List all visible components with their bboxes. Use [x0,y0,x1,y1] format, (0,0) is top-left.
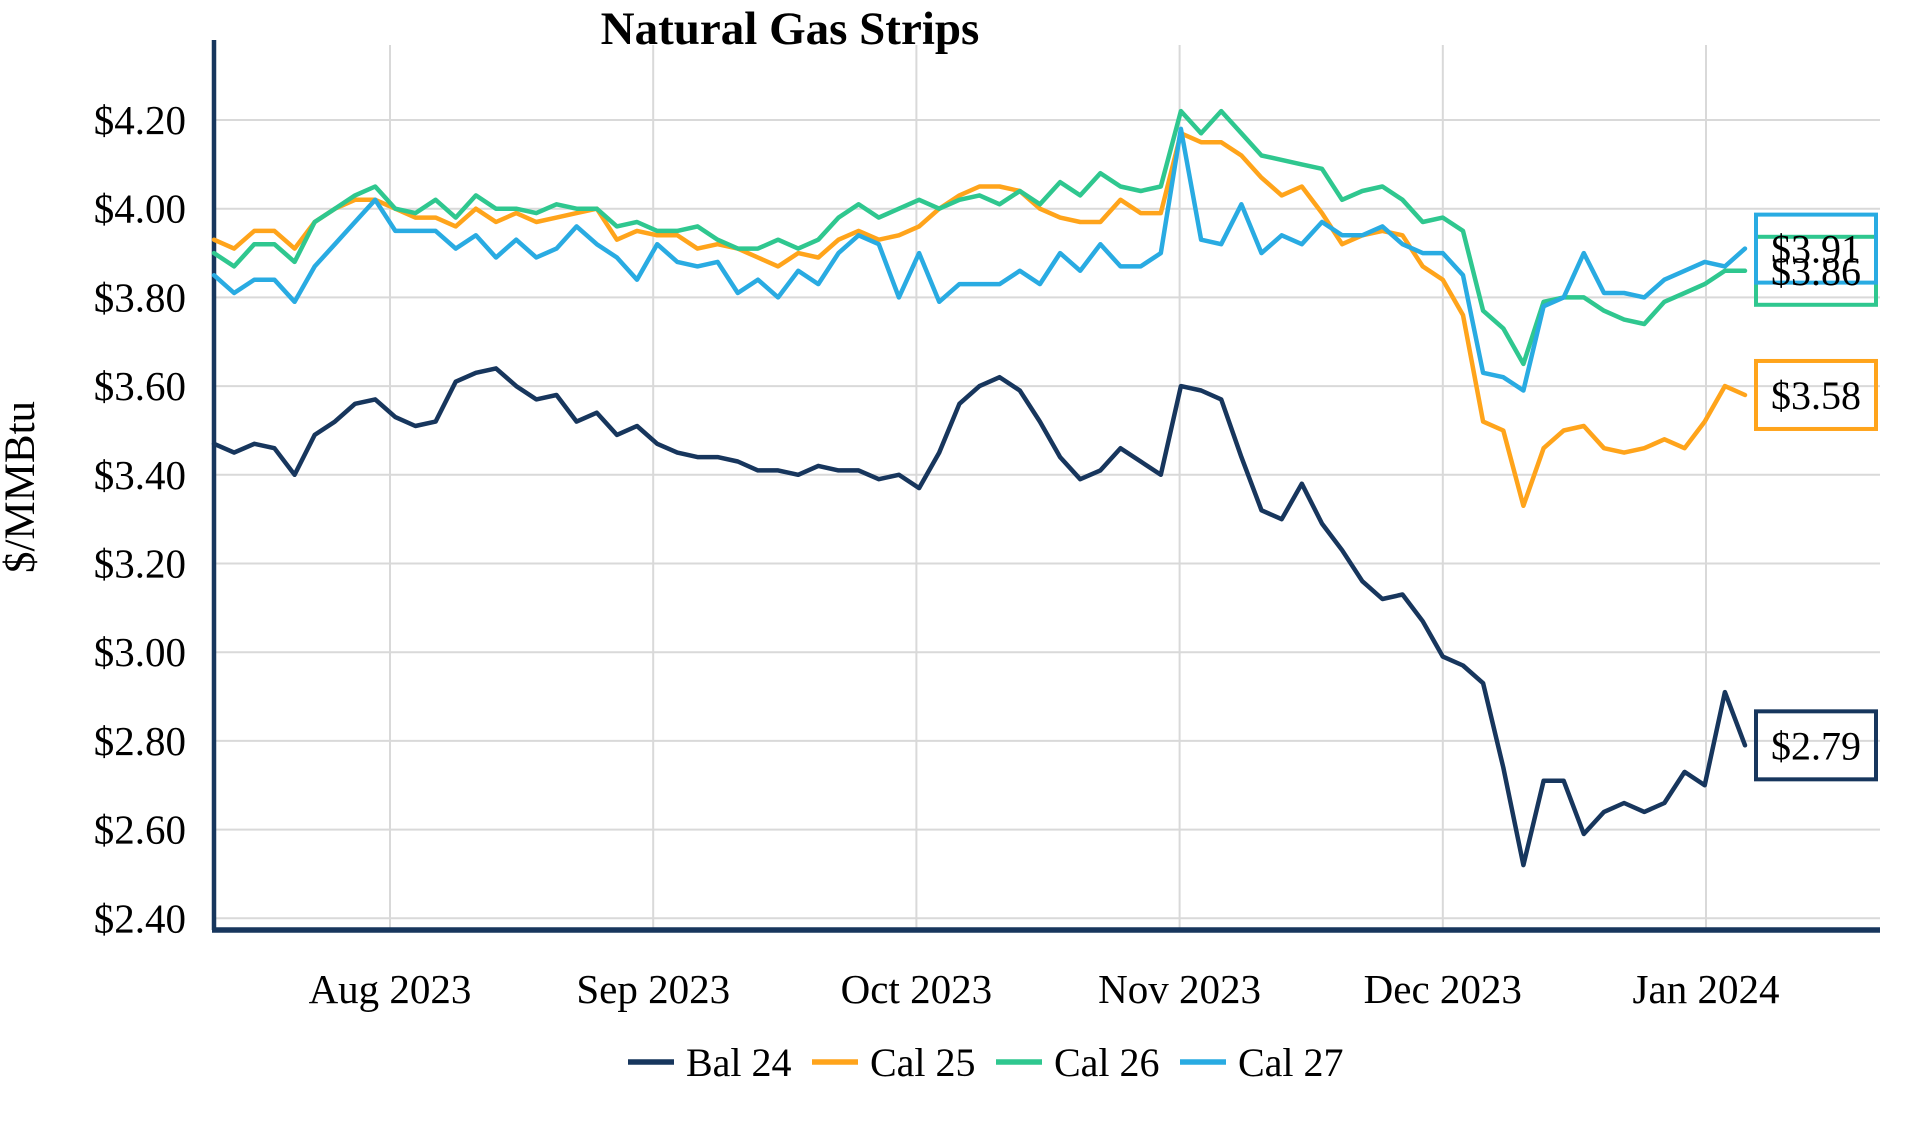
x-tick-label: Nov 2023 [1098,966,1261,1012]
series-line-cal-25 [211,131,1748,509]
tick-layer: $4.20 $4.00 $3.80 $3.60 $3.40 $3.20 $3.00 $2.80… [94,97,1780,1012]
y-tick-label: $2.80 [94,718,186,764]
y-axis-title: $/MMBtu [0,401,44,573]
legend-label-cal-26: Cal 26 [1054,1040,1160,1085]
y-tick-label: $2.40 [94,895,186,941]
y-tick-label: $3.60 [94,363,186,409]
axis-layer [211,40,1880,933]
y-tick-label: $3.40 [94,452,186,498]
y-tick-label: $3.00 [94,629,186,675]
y-tick-label: $4.20 [94,97,186,143]
y-tick-label: $4.00 [94,186,186,232]
annotation-layer: $2.79 $3.58 $3.86$3.91 [1754,212,1878,782]
end-label-box-cal-25 [1754,358,1878,431]
y-tick-label: $3.20 [94,541,186,587]
end-label-box-cal-27 [1754,212,1878,285]
series-line-bal-24 [211,366,1748,868]
end-label-text-cal-27: $3.91 [1771,227,1861,272]
x-tick-label: Oct 2023 [841,966,992,1012]
grid-layer [214,45,1880,930]
end-label-box-bal-24 [1754,709,1878,782]
y-tick-label: $2.60 [94,807,186,853]
x-tick-label: Jan 2024 [1633,966,1780,1012]
legend-label-cal-27: Cal 27 [1238,1040,1344,1085]
series-line-cal-26 [211,108,1748,367]
y-tick-label: $3.80 [94,274,186,320]
legend-item-cal-26: Cal 26 [996,1040,1160,1085]
legend-label-bal-24: Bal 24 [686,1040,792,1085]
chart-title: Natural Gas Strips [601,3,980,55]
legend-item-cal-27: Cal 27 [1180,1040,1344,1085]
legend-item-cal-25: Cal 25 [812,1040,976,1085]
series-layer [211,108,1748,868]
end-label-text-cal-25: $3.58 [1771,373,1861,418]
end-label-text-cal-26: $3.86 [1771,249,1861,294]
legend-item-bal-24: Bal 24 [628,1040,792,1085]
series-line-cal-27 [211,126,1748,393]
end-label-text-bal-24: $2.79 [1771,723,1861,768]
legend-label-cal-25: Cal 25 [870,1040,976,1085]
legend: Bal 24 Cal 25 Cal 26 Cal 27 [628,1040,1344,1085]
x-tick-label: Dec 2023 [1364,966,1522,1012]
x-tick-label: Sep 2023 [576,966,730,1012]
x-tick-label: Aug 2023 [309,966,472,1012]
